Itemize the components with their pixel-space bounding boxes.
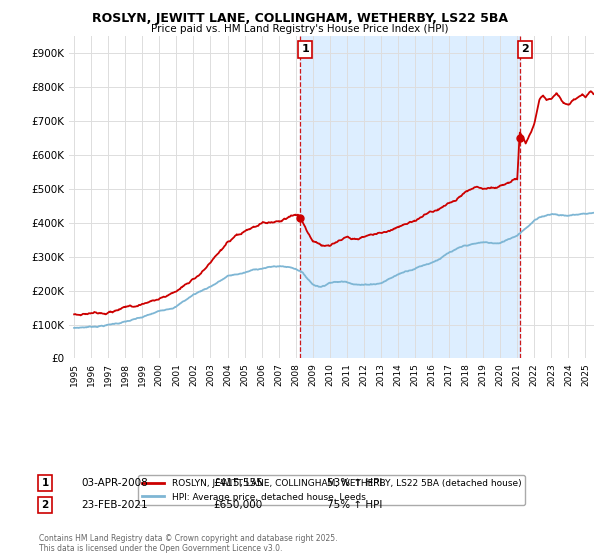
Text: 2: 2 — [521, 44, 529, 54]
Point — [515, 134, 524, 143]
Text: 23-FEB-2021: 23-FEB-2021 — [81, 500, 148, 510]
Text: 53% ↑ HPI: 53% ↑ HPI — [327, 478, 382, 488]
Text: ROSLYN, JEWITT LANE, COLLINGHAM, WETHERBY, LS22 5BA: ROSLYN, JEWITT LANE, COLLINGHAM, WETHERB… — [92, 12, 508, 25]
Text: Contains HM Land Registry data © Crown copyright and database right 2025.
This d: Contains HM Land Registry data © Crown c… — [39, 534, 337, 553]
Text: 1: 1 — [301, 44, 309, 54]
Text: Price paid vs. HM Land Registry's House Price Index (HPI): Price paid vs. HM Land Registry's House … — [151, 24, 449, 34]
Bar — [300, 36, 520, 358]
Text: £415,555: £415,555 — [213, 478, 263, 488]
Text: 2: 2 — [41, 500, 49, 510]
Legend: ROSLYN, JEWITT LANE, COLLINGHAM, WETHERBY, LS22 5BA (detached house), HPI: Avera: ROSLYN, JEWITT LANE, COLLINGHAM, WETHERB… — [138, 475, 525, 505]
Text: 75% ↑ HPI: 75% ↑ HPI — [327, 500, 382, 510]
Text: 1: 1 — [41, 478, 49, 488]
Text: £650,000: £650,000 — [213, 500, 262, 510]
Point — [295, 213, 305, 222]
Text: 03-APR-2008: 03-APR-2008 — [81, 478, 148, 488]
